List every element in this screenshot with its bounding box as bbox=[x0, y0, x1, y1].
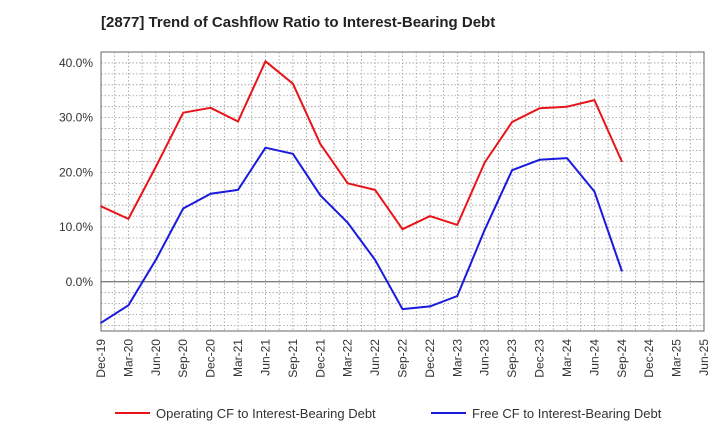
x-tick-label: Mar-25 bbox=[670, 339, 684, 377]
data-point bbox=[264, 60, 267, 63]
data-point bbox=[538, 107, 541, 110]
x-tick-label: Jun-23 bbox=[478, 339, 492, 376]
x-tick-label: Dec-24 bbox=[642, 339, 656, 378]
x-tick-label: Sep-21 bbox=[286, 339, 300, 378]
x-tick-label: Sep-23 bbox=[505, 339, 519, 378]
data-point bbox=[593, 190, 596, 193]
x-tick-label: Dec-20 bbox=[204, 339, 218, 378]
data-point bbox=[483, 161, 486, 164]
y-tick-label: 30.0% bbox=[59, 111, 93, 125]
x-tick-label: Sep-20 bbox=[176, 339, 190, 378]
data-point bbox=[346, 182, 349, 185]
x-tick-label: Dec-21 bbox=[313, 339, 327, 378]
x-tick-label: Mar-20 bbox=[121, 339, 135, 377]
data-point bbox=[429, 215, 431, 218]
data-point bbox=[401, 308, 404, 311]
legend-label: Operating CF to Interest-Bearing Debt bbox=[156, 406, 376, 421]
data-point bbox=[593, 99, 596, 102]
data-point bbox=[511, 121, 514, 123]
data-point bbox=[566, 157, 568, 160]
y-tick-label: 40.0% bbox=[59, 56, 93, 70]
series-line-2 bbox=[100, 146, 623, 324]
data-point bbox=[182, 207, 185, 210]
data-point bbox=[319, 194, 322, 197]
x-tick-label: Jun-21 bbox=[258, 339, 272, 376]
x-tick-label: Mar-23 bbox=[450, 339, 464, 377]
y-tick-label: 10.0% bbox=[59, 220, 93, 234]
legend-label: Free CF to Interest-Bearing Debt bbox=[472, 406, 662, 421]
data-point bbox=[100, 205, 102, 208]
y-tick-label: 20.0% bbox=[59, 165, 93, 179]
x-tick-label: Mar-21 bbox=[231, 339, 245, 377]
y-tick-label: 0.0% bbox=[66, 275, 94, 289]
data-point bbox=[456, 223, 459, 226]
data-point bbox=[237, 120, 239, 123]
data-point bbox=[429, 305, 431, 308]
data-point bbox=[620, 269, 623, 272]
data-point bbox=[237, 188, 239, 191]
data-point bbox=[264, 146, 267, 149]
series-line-1 bbox=[100, 60, 623, 231]
data-point bbox=[209, 192, 212, 195]
data-point bbox=[291, 82, 294, 85]
x-tick-label: Mar-24 bbox=[560, 339, 574, 377]
data-point bbox=[154, 258, 157, 261]
x-tick-label: Dec-23 bbox=[533, 339, 547, 378]
plot-area bbox=[101, 52, 704, 331]
x-tick-label: Sep-22 bbox=[396, 339, 410, 378]
x-tick-label: Dec-19 bbox=[94, 339, 108, 378]
data-point bbox=[511, 169, 514, 172]
data-point bbox=[154, 165, 157, 168]
x-tick-label: Jun-20 bbox=[149, 339, 163, 376]
chart-title: [2877] Trend of Cashflow Ratio to Intere… bbox=[101, 14, 496, 31]
data-point bbox=[374, 188, 376, 191]
x-tick-label: Jun-25 bbox=[697, 339, 711, 376]
data-point bbox=[620, 160, 623, 163]
data-point bbox=[100, 321, 102, 324]
data-point bbox=[291, 152, 294, 155]
x-tick-label: Jun-22 bbox=[368, 339, 382, 376]
x-tick-label: Mar-22 bbox=[341, 339, 355, 377]
x-tick-label: Sep-24 bbox=[615, 339, 629, 378]
data-point bbox=[483, 228, 486, 231]
data-point bbox=[538, 158, 541, 161]
data-point bbox=[374, 258, 376, 261]
data-point bbox=[346, 221, 349, 224]
data-point bbox=[566, 105, 568, 108]
x-tick-label: Jun-24 bbox=[587, 339, 601, 376]
data-point bbox=[456, 295, 459, 297]
data-point bbox=[127, 217, 130, 220]
data-point bbox=[401, 228, 404, 231]
data-point bbox=[319, 143, 322, 145]
data-point bbox=[182, 111, 185, 114]
plot-frame bbox=[100, 51, 705, 332]
data-point bbox=[209, 106, 212, 109]
x-tick-label: Dec-22 bbox=[423, 339, 437, 378]
data-point bbox=[127, 304, 130, 307]
